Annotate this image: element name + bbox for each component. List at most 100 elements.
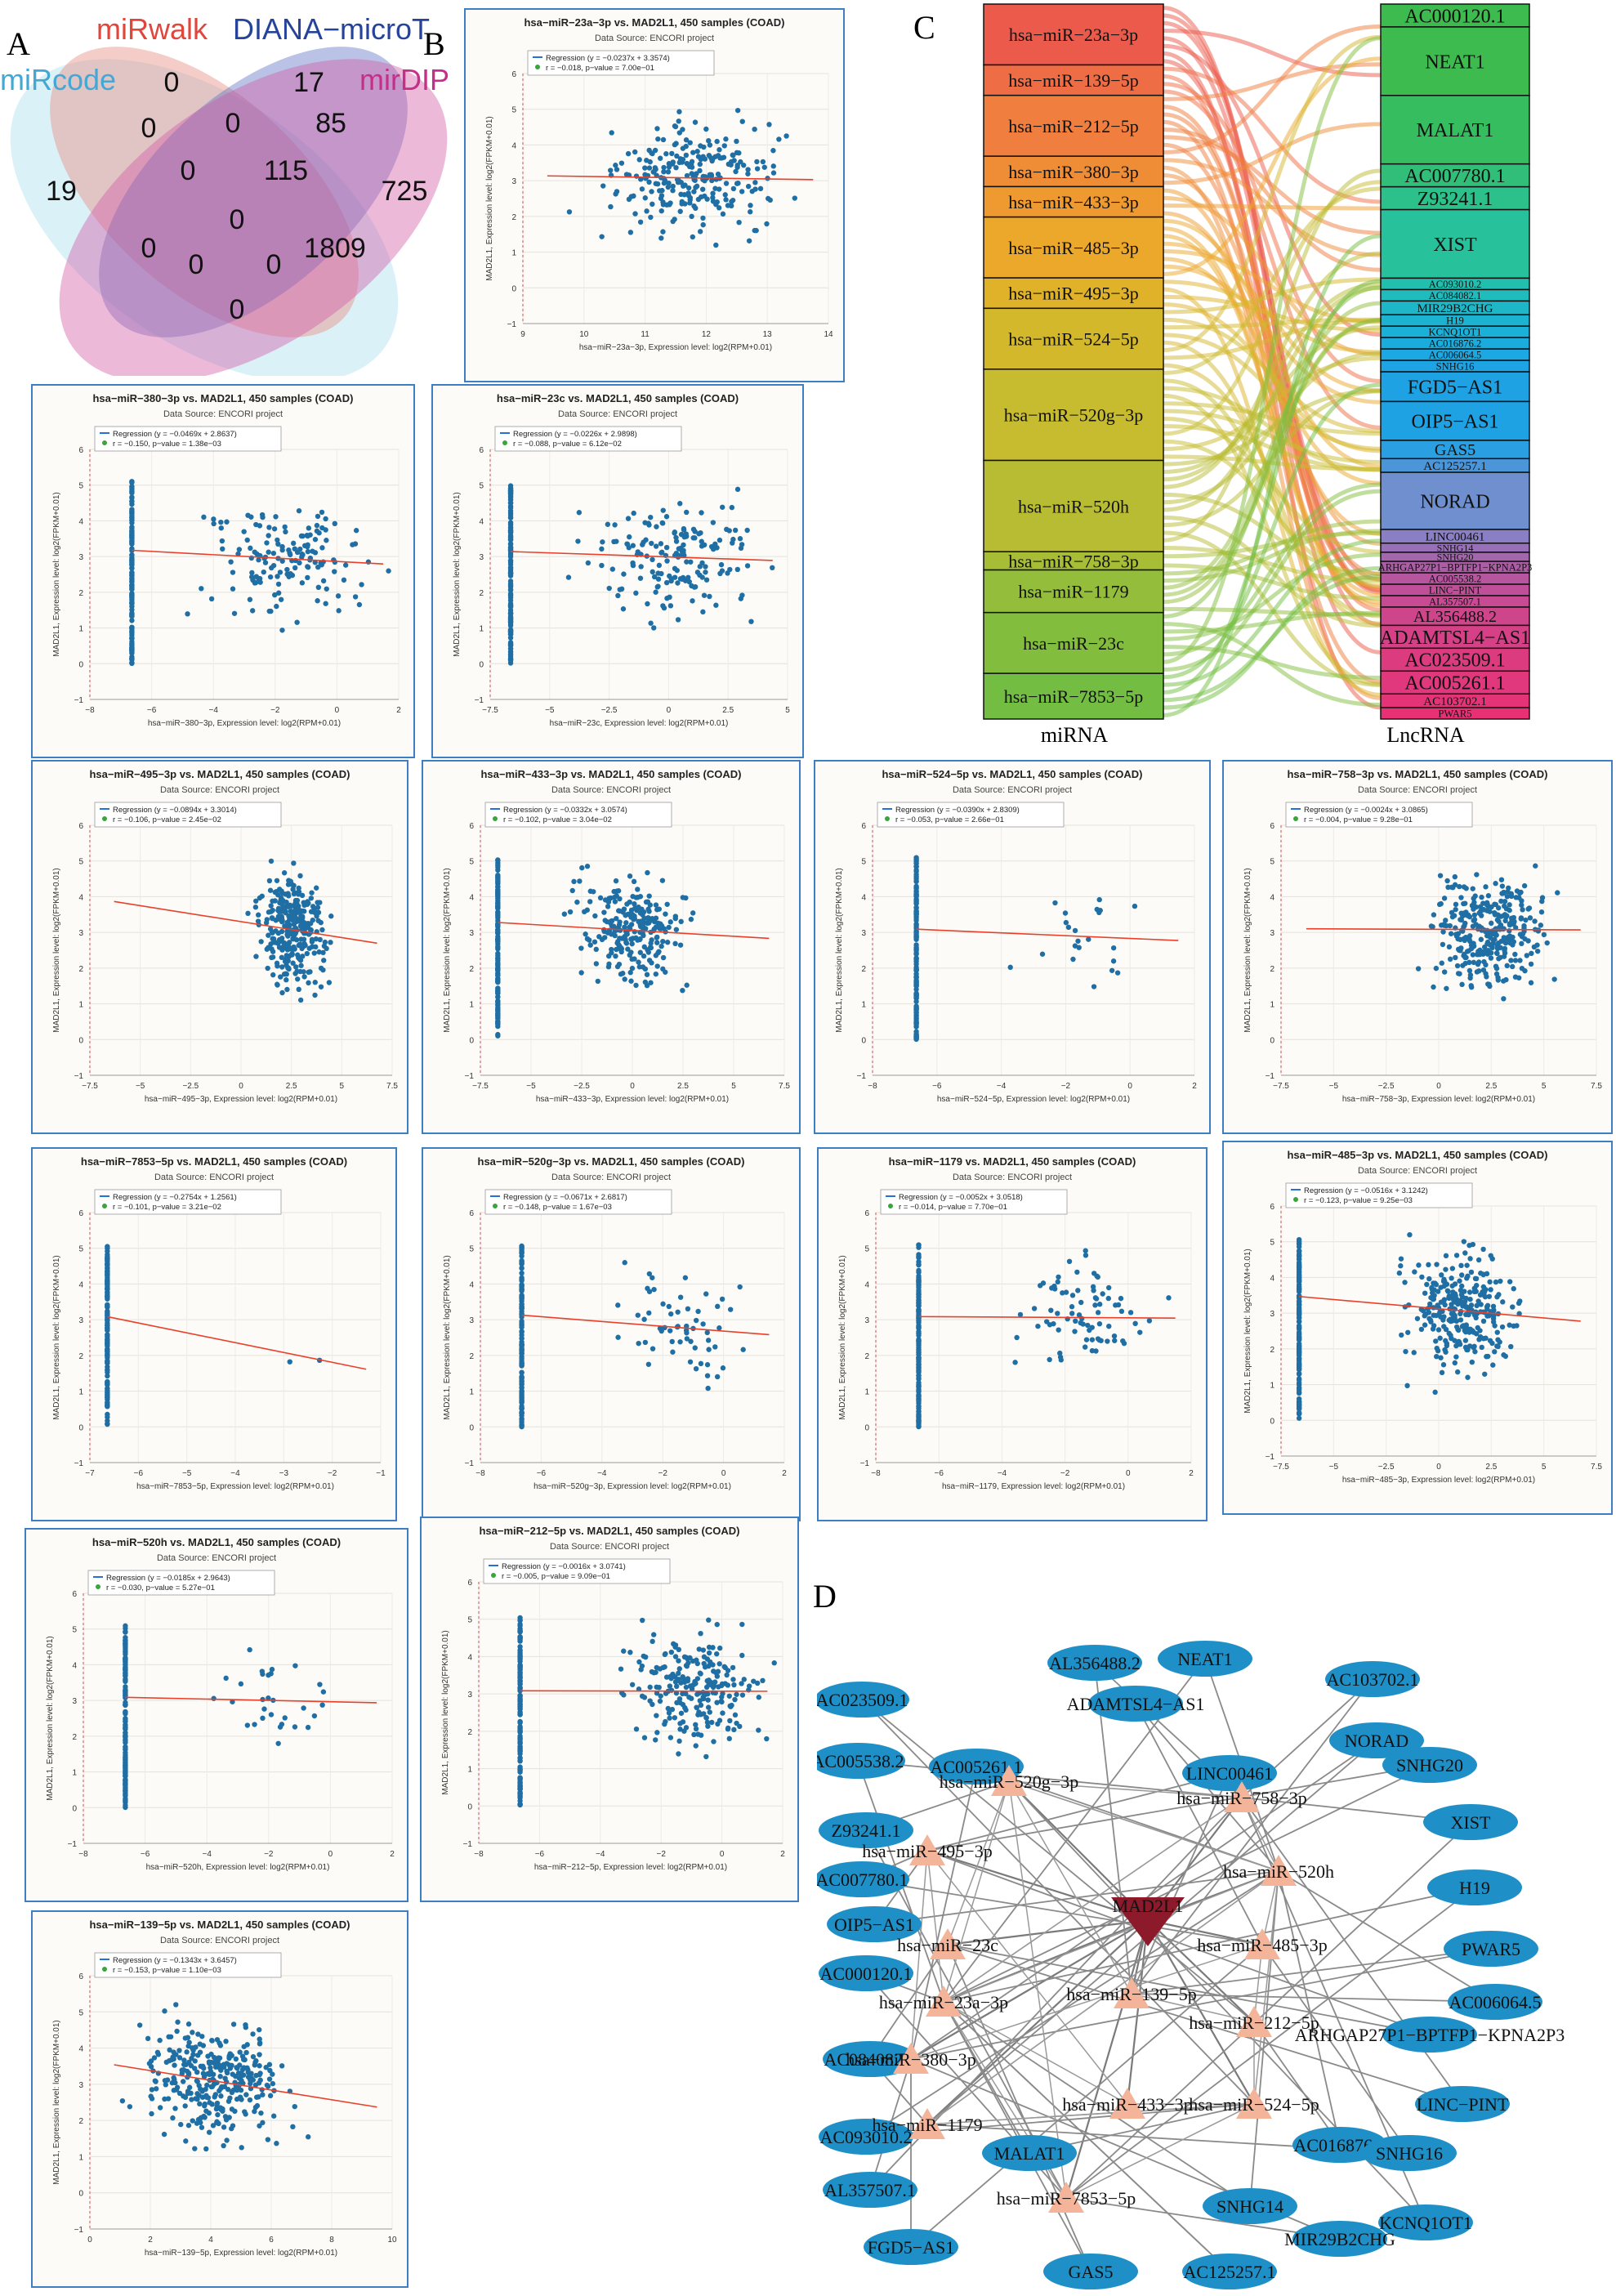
data-point [706,138,712,144]
x-tick-label: 12 [702,330,712,339]
data-point [663,151,669,157]
venn-set-mirdip [59,59,448,376]
y-tick-label: 6 [469,1209,474,1218]
data-point [129,479,135,485]
data-point [676,1670,681,1677]
data-point [694,1704,700,1711]
data-point [653,166,658,172]
data-point [105,1276,110,1283]
data-point [221,2084,228,2090]
data-point [230,2123,236,2128]
data-point [592,913,598,919]
data-point [296,918,301,924]
data-point [1502,912,1508,918]
data-point [321,958,327,963]
data-point [129,635,135,641]
data-point [194,2091,200,2097]
data-point [200,2070,207,2076]
data-point [273,918,279,923]
data-point [519,1369,525,1375]
data-point [674,1700,680,1706]
network-lncrna-node [1329,1722,1424,1758]
data-point [730,540,735,546]
y-tick-label: 5 [467,1616,472,1625]
data-point [916,1254,922,1261]
x-tick-label: 2 [1189,1469,1194,1478]
network-lncrna-node [1362,2135,1457,2171]
plot-legend: Regression (y = −0.0332x + 3.0574)r = −0… [484,802,672,828]
data-point [519,1265,525,1271]
data-point [1538,909,1545,915]
data-point [703,1753,709,1760]
network-lncrna-node [1427,1869,1522,1905]
x-tick-label: −7.5 [82,1082,98,1091]
data-point [210,2123,217,2128]
data-point [698,143,703,149]
data-point [631,510,636,516]
y-tick-label: −1 [74,2226,84,2235]
data-point [123,1673,128,1679]
data-point [1484,901,1490,907]
network-lncrna-node [1292,2221,1387,2257]
data-point [719,1296,725,1302]
sankey-link [1163,186,1382,375]
data-point [734,164,740,170]
data-point [771,1660,777,1666]
x-tick-label: 2 [390,1850,395,1859]
sankey-mirna-node [983,185,1164,218]
y-tick-label: 0 [861,1036,866,1045]
data-point [641,953,647,959]
sankey-lncrna-label: AC103702.1 [1423,695,1487,708]
data-point [252,2108,257,2115]
data-point [267,574,274,580]
network-edge [1131,1993,1255,2023]
data-point [609,566,616,572]
data-point [617,908,623,914]
data-point [1075,938,1081,944]
sankey-mirna-label: hsa−miR−433−3p [1008,192,1138,212]
data-point [517,1720,523,1726]
sankey-lncrna-node [1380,471,1530,530]
regression-line [547,175,814,181]
data-point [1484,951,1491,957]
scatter-plot-mir-520h: hsa−miR−520h vs. MAD2L1, 450 samples (CO… [25,1528,408,1902]
data-point [170,2115,176,2121]
network-lncrna-node [1182,2254,1277,2289]
data-point [157,2105,163,2111]
y-tick-label: 0 [78,1423,83,1432]
data-point [519,1351,525,1356]
data-point [295,976,301,982]
data-point [1433,1312,1440,1319]
legend-dot-swatch [1293,816,1298,821]
data-point [660,1664,666,1671]
network-mirna-label: hsa−miR−23a−3p [879,1992,1008,2012]
data-point [613,191,618,197]
data-point [678,1710,685,1716]
data-point [123,1733,128,1740]
data-point [1427,1301,1433,1307]
y-tick-label: 0 [479,660,484,669]
data-point [752,180,758,185]
data-point [658,550,664,556]
data-point [202,2115,208,2120]
data-point [1055,1279,1060,1285]
data-point [282,524,288,530]
data-point [657,924,663,931]
data-point [727,1718,733,1724]
network-lncrna-label: OIP5−AS1 [834,1914,914,1935]
data-point [206,2071,212,2077]
legend-dot-swatch [535,65,540,69]
data-point [713,201,719,208]
sankey-link [1163,89,1382,430]
data-point [752,186,758,192]
data-point [517,1644,523,1650]
data-point [517,1749,523,1755]
data-point [1426,1262,1431,1268]
data-point [1444,1288,1451,1293]
data-point [674,153,680,159]
y-tick-label: 4 [479,517,484,526]
data-point [913,975,919,980]
data-point [127,2104,133,2110]
data-point [913,998,919,1004]
data-point [1485,981,1491,987]
